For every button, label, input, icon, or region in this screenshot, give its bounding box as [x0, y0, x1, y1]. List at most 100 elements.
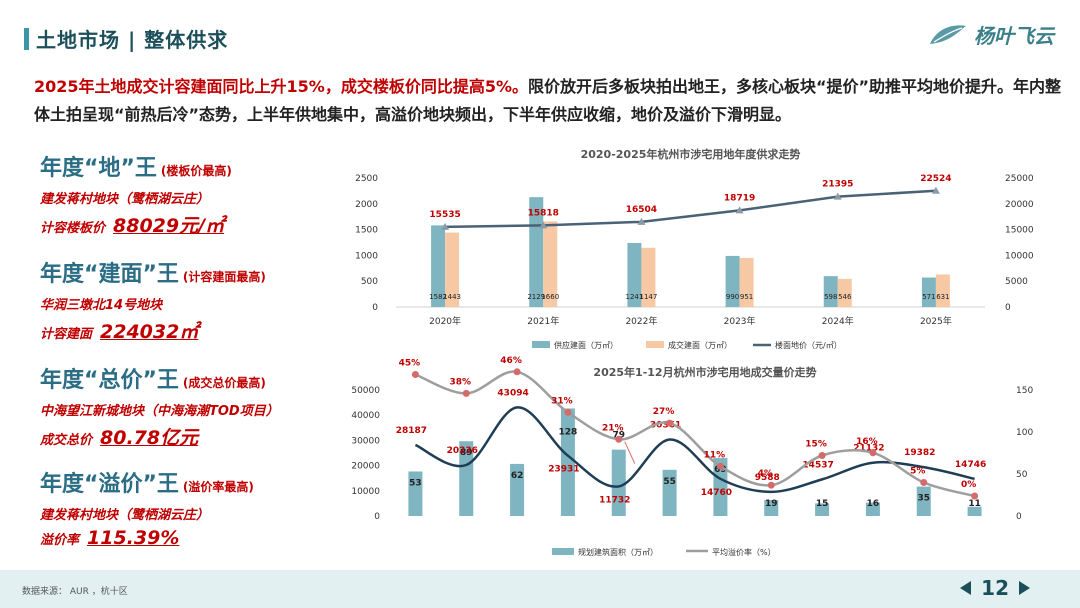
king-block-total: 年度“总价”王 (成交总价最高) 中海望江新城地块（中海海潮TOD项目） 成交总价…	[40, 362, 279, 450]
king-plot-name: 华润三墩北14号地块	[40, 298, 163, 313]
legend-swatch	[552, 548, 574, 555]
supply-area-data-label: 990	[726, 293, 739, 301]
supply-area-data-label: 1582	[429, 293, 447, 301]
y-right-tick-label: 0	[1005, 303, 1011, 313]
king-metric-value: 88029	[113, 215, 180, 237]
planned-area-data-label: 19	[765, 499, 778, 509]
avg-land-price-data-label: 14746	[955, 460, 986, 470]
y-left-tick-label: 2000	[355, 200, 378, 210]
king-title: 年度“总价”王 (成交总价最高)	[40, 362, 279, 394]
brand-logo-text: 杨叶飞云	[974, 24, 1054, 48]
y-left-tick-label: 0	[374, 512, 380, 522]
label-leader-line	[624, 441, 636, 464]
y-left-tick-label: 1000	[355, 251, 378, 261]
supply-area-data-label: 1241	[626, 293, 644, 301]
land-price-line	[445, 189, 936, 229]
avg-premium-data-label: 27%	[653, 407, 675, 417]
avg-premium-data-label: 11%	[704, 450, 726, 460]
land-price-marker	[735, 206, 744, 214]
avg-premium-data-label: 45%	[399, 359, 421, 369]
planned-area-bar	[967, 506, 982, 516]
avg-premium-marker	[666, 419, 674, 427]
legend-label: 平均溢价率（%）	[712, 547, 776, 557]
planned-area-bar	[865, 502, 880, 516]
summary-paragraph: 2025年土地成交计容建面同比上升15%，成交楼板价同比提高5%。限价放开后多板…	[34, 73, 1064, 129]
deal-area-bar	[543, 221, 558, 307]
planned-area-data-label: 15	[816, 499, 829, 509]
avg-premium-data-label: 4%	[758, 469, 773, 479]
y-left-tick-label: 500	[361, 277, 378, 287]
pagination: 12	[960, 576, 1030, 600]
brand-logo: 杨叶飞云	[928, 20, 1054, 49]
king-title-text: 年度“建面”王	[40, 262, 179, 287]
y-left-tick-label: 50000	[351, 386, 380, 396]
planned-area-bar	[916, 486, 931, 516]
next-page-arrow-icon[interactable]	[1019, 581, 1030, 595]
planned-area-data-label: 62	[511, 471, 524, 481]
leaf-logo-icon	[930, 24, 966, 44]
avg-premium-marker	[564, 408, 572, 416]
y-right-tick-label: 100	[1016, 428, 1033, 438]
king-title-text: 年度“溢价”王	[40, 472, 179, 497]
y-right-tick-label: 20000	[1005, 200, 1034, 210]
summary-rest: 限价放开后多板块拍出地王，多核心板块“提价”助推平均地价提升。年内整体土拍呈现“…	[34, 77, 1062, 124]
king-metric: 计容建面 224032㎡	[40, 317, 266, 344]
king-metric: 成交总价 80.78亿元	[40, 423, 279, 450]
king-metric-label: 溢价率	[40, 533, 80, 548]
avg-premium-marker	[971, 492, 979, 500]
king-subtitle: (计容建面最高)	[182, 270, 266, 284]
deal-area-data-label: 1660	[541, 293, 559, 301]
title-accent-bar	[24, 28, 29, 50]
land-price-marker	[931, 186, 940, 194]
land-price-data-label: 18719	[724, 193, 755, 203]
planned-area-bar	[713, 458, 728, 516]
monthly-volume-price-chart: 2025年1-12月杭州市涉宅用地成交量价走势 0 10000 20000 30000 4…	[351, 356, 1033, 557]
y-right-tick-label: 150	[1016, 386, 1033, 396]
y-left-tick-label: 10000	[351, 487, 380, 497]
king-metric-value: 115.39%	[87, 527, 180, 549]
page-header: 土地市场 | 整体供求 杨叶飞云	[0, 0, 1080, 66]
supply-area-bar	[627, 242, 642, 307]
y-left-tick-label: 2500	[355, 174, 378, 184]
king-block-premium: 年度“溢价”王 (溢价率最高) 建发蒋村地块（鹭栖湖云庄） 溢价率 115.39%	[40, 466, 254, 549]
avg-premium-data-label: 0%	[961, 480, 976, 490]
king-metric-label: 计容建面	[40, 327, 93, 342]
king-title-text: 年度“总价”王	[40, 368, 179, 393]
king-block-area: 年度“建面”王 (计容建面最高) 华润三墩北14号地块 计容建面 224032㎡	[40, 256, 266, 344]
deal-area-data-label: 1443	[443, 293, 461, 301]
deal-area-bar	[739, 257, 754, 307]
avg-land-price-data-label: 21132	[853, 444, 884, 454]
x-tick-label: 2023年	[724, 315, 756, 327]
planned-area-bar	[815, 503, 830, 516]
king-title: 年度“建面”王 (计容建面最高)	[40, 256, 266, 288]
avg-premium-data-label: 21%	[602, 423, 624, 433]
supply-area-data-label: 2129	[527, 293, 545, 301]
king-plot-name: 建发蒋村地块（鹭栖湖云庄）	[40, 192, 210, 207]
avg-premium-data-label: 31%	[551, 396, 573, 406]
avg-premium-marker	[818, 452, 826, 459]
land-price-data-label: 16504	[626, 205, 657, 215]
planned-area-data-label: 11	[968, 499, 981, 509]
deal-area-data-label: 951	[740, 293, 753, 301]
summary-highlight: 2025年土地成交计容建面同比上升15%，成交楼板价同比提高5%。	[34, 77, 528, 96]
avg-land-price-data-label: 9588	[755, 473, 780, 483]
legend-swatch	[532, 341, 550, 348]
deal-area-bar	[445, 232, 460, 307]
deal-area-bar	[837, 278, 852, 307]
avg-premium-marker	[767, 481, 775, 489]
deal-area-data-label: 1147	[640, 293, 658, 301]
y-right-tick-label: 10000	[1005, 251, 1034, 261]
x-tick-label: 2022年	[625, 315, 657, 327]
page-number: 12	[981, 576, 1009, 600]
planned-area-data-label: 69	[714, 465, 727, 475]
x-tick-label: 2024年	[822, 315, 854, 327]
planned-area-bar	[560, 408, 575, 516]
planned-area-data-label: 16	[867, 499, 880, 509]
y-right-tick-label: 15000	[1005, 226, 1034, 236]
avg-land-price-data-label: 28187	[396, 426, 427, 436]
planned-area-data-label: 55	[663, 477, 676, 487]
avg-land-price-data-label: 19382	[904, 448, 935, 458]
prev-page-arrow-icon[interactable]	[960, 581, 972, 595]
legend-label: 规划建筑面积（万㎡）	[578, 547, 658, 557]
supply-area-bar	[921, 277, 936, 307]
